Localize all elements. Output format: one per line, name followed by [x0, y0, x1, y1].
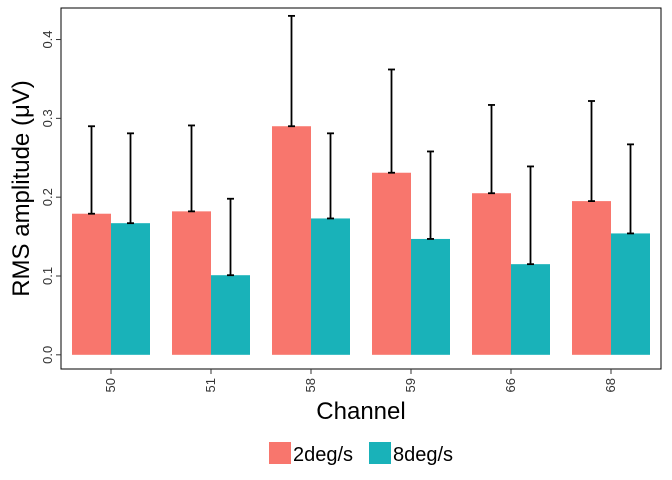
x-axis-title: Channel [316, 398, 405, 425]
bar [72, 213, 111, 355]
y-tick-label: 0.3 [40, 109, 55, 127]
legend-swatch [369, 442, 391, 464]
bar [272, 126, 311, 355]
legend-label: 2deg/s [293, 444, 353, 466]
bar [411, 238, 450, 355]
errorbar-layer [88, 14, 634, 277]
bar [572, 201, 611, 355]
plot-panel [60, 7, 662, 370]
x-tick-label: 66 [503, 378, 518, 392]
x-tick-label: 50 [103, 378, 118, 392]
y-tick-label: 0.2 [40, 188, 55, 206]
legend-label: 8deg/s [393, 444, 453, 466]
y-tick-label: 0.1 [40, 267, 55, 285]
panel-border [60, 7, 662, 370]
y-axis-title: RMS amplitude (μV) [8, 80, 35, 297]
y-tick-label: 0.0 [40, 346, 55, 364]
bar [511, 264, 550, 355]
bar [611, 233, 650, 355]
bar [172, 211, 211, 355]
x-axis: 50 51 58 59 66 68 [103, 369, 618, 392]
bar [472, 193, 511, 355]
bar [311, 218, 350, 355]
x-tick-label: 59 [403, 378, 418, 392]
bar [111, 223, 150, 355]
y-tick-label: 0.4 [40, 30, 55, 48]
y-axis: 0.0 0.1 0.2 0.3 0.4 [40, 30, 61, 364]
bar [211, 275, 250, 355]
legend: 2deg/s 8deg/s [269, 442, 453, 466]
x-tick-label: 68 [603, 378, 618, 392]
bar [372, 172, 411, 355]
x-tick-label: 51 [203, 378, 218, 392]
x-tick-label: 58 [303, 378, 318, 392]
bar-layer [72, 126, 650, 355]
legend-swatch [269, 442, 291, 464]
